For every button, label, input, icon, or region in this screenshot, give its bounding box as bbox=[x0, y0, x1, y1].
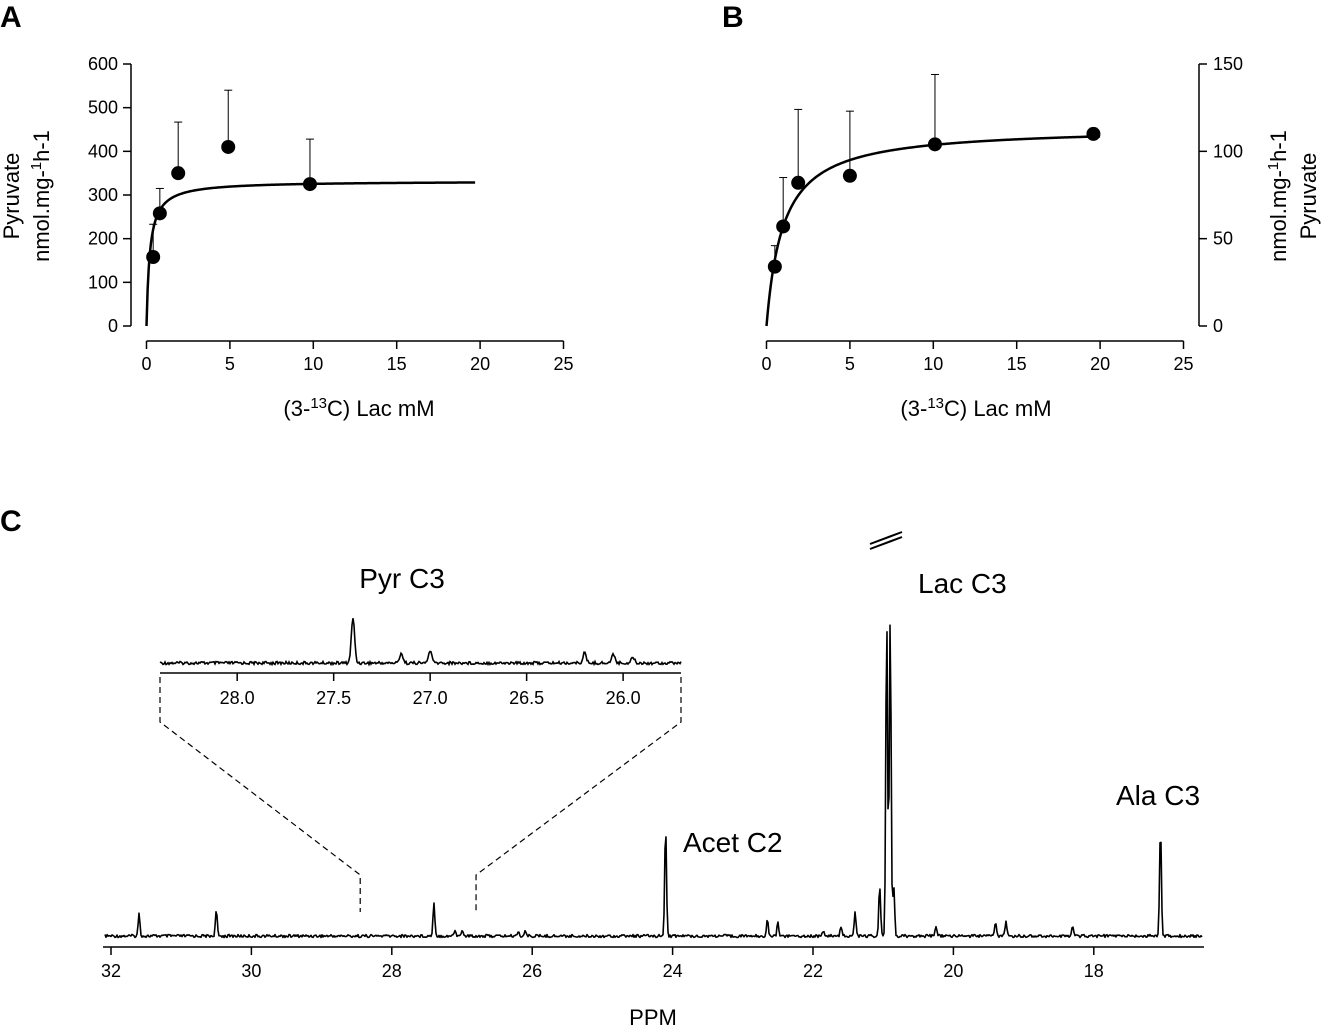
chart-b-data-point bbox=[927, 137, 942, 152]
chart-a-x-tick-label: 10 bbox=[303, 354, 323, 374]
chart-b-data-point bbox=[767, 259, 782, 274]
peak-label-acet-c2: Acet C2 bbox=[683, 827, 783, 858]
chart-a-x-tick-label: 20 bbox=[470, 354, 490, 374]
chart-c-zoom-guide-left bbox=[159, 677, 361, 912]
chart-a-ylabel: Pyruvate nmol.mg-1h-1 bbox=[0, 130, 54, 262]
inset-label-pyr-c3: Pyr C3 bbox=[359, 563, 445, 594]
chart-c-break-mark bbox=[869, 536, 903, 550]
chart-c-xlabel: PPM bbox=[629, 1005, 677, 1029]
chart-b-fit-curve bbox=[765, 135, 1101, 327]
chart-c-x-tick-label: 24 bbox=[663, 961, 683, 981]
chart-a-points bbox=[146, 89, 317, 265]
chart-a-y-tick-label: 200 bbox=[88, 229, 118, 249]
chart-c-x-tick-label: 30 bbox=[241, 961, 261, 981]
inset-spectrum-trace bbox=[159, 618, 682, 667]
chart-a-y-tick-label: 400 bbox=[88, 141, 118, 161]
chart-c-x-tick-label: 32 bbox=[101, 961, 121, 981]
chart-c-inset: 28.0 27.5 27.0 26.5 26.0 bbox=[159, 618, 682, 912]
chart-c-x-tick-label: 26 bbox=[522, 961, 542, 981]
chart-a-y-tick-label: 0 bbox=[108, 316, 118, 336]
inset-x-tick-label: 28.0 bbox=[220, 688, 255, 708]
chart-a-x-tick-label: 5 bbox=[225, 354, 235, 374]
chart-b-y-tick-label: 100 bbox=[1213, 141, 1243, 161]
chart-a-x-tick-label: 25 bbox=[553, 354, 573, 374]
chart-a-xlabel: (3-13C) Lac mM bbox=[283, 395, 434, 421]
chart-b-points bbox=[767, 73, 1101, 274]
chart-b-xlabel: (3-13C) Lac mM bbox=[900, 395, 1051, 421]
chart-b-ylabel: nmol.mg-1h-1 Pyruvate bbox=[1265, 130, 1321, 262]
chart-a-axes: 0 5 10 15 20 25 0 100 200 300 400 500 600 bbox=[88, 54, 574, 374]
chart-b-fit bbox=[765, 135, 1101, 327]
panel-letter-b: B bbox=[722, 1, 744, 34]
chart-b-x-tick-label: 5 bbox=[845, 354, 855, 374]
panel-letter-c: C bbox=[0, 505, 22, 538]
chart-b-x-tick-label: 0 bbox=[761, 354, 771, 374]
chart-a-data-point bbox=[152, 206, 167, 221]
chart-b-axes: 0 5 10 15 20 25 0 50 100 150 bbox=[761, 54, 1243, 374]
chart-c-axes: 32 30 28 26 24 22 20 18 bbox=[101, 946, 1204, 981]
chart-a-x-tick-label: 15 bbox=[387, 354, 407, 374]
chart-a-ylabel-line1: Pyruvate bbox=[0, 153, 24, 240]
chart-b-data-point bbox=[791, 175, 806, 190]
chart-b-x-tick-label: 25 bbox=[1173, 354, 1193, 374]
chart-b-y-tick-label: 0 bbox=[1213, 316, 1223, 336]
chart-a-fit-curve bbox=[145, 181, 476, 327]
chart-b-ylabel-line1: nmol.mg-1h-1 bbox=[1265, 130, 1291, 262]
chart-a-x-tick-label: 0 bbox=[141, 354, 151, 374]
chart-a-y-tick-label: 300 bbox=[88, 185, 118, 205]
chart-b-x-tick-label: 10 bbox=[923, 354, 943, 374]
chart-b-y-tick-label: 50 bbox=[1213, 229, 1233, 249]
chart-b-x-tick-label: 15 bbox=[1007, 354, 1027, 374]
chart-a-data-point bbox=[171, 166, 186, 181]
chart-a-data-point bbox=[146, 250, 161, 265]
chart-b-data-point bbox=[1086, 126, 1101, 141]
chart-a-y-tick-label: 100 bbox=[88, 272, 118, 292]
peak-label-ala-c3: Ala C3 bbox=[1116, 780, 1200, 811]
chart-b-y-tick-label: 150 bbox=[1213, 54, 1243, 74]
chart-b-x-tick-label: 20 bbox=[1090, 354, 1110, 374]
chart-c-x-tick-label: 20 bbox=[943, 961, 963, 981]
chart-c-spectrum bbox=[104, 531, 1203, 939]
panel-letter-a: A bbox=[0, 1, 22, 34]
chart-a-data-point bbox=[221, 139, 236, 154]
inset-x-tick-label: 27.0 bbox=[413, 688, 448, 708]
chart-c-x-tick-label: 18 bbox=[1084, 961, 1104, 981]
chart-c-spectrum-trace bbox=[104, 624, 1203, 939]
chart-a-fit bbox=[145, 181, 476, 327]
chart-c-zoom-guide-right bbox=[475, 677, 682, 912]
chart-a-y-tick-label: 600 bbox=[88, 54, 118, 74]
inset-x-tick-label: 26.5 bbox=[509, 688, 544, 708]
chart-b-data-point bbox=[776, 219, 791, 234]
chart-a-ylabel-line2: nmol.mg-1h-1 bbox=[28, 130, 54, 262]
chart-a-y-tick-label: 500 bbox=[88, 98, 118, 118]
chart-c-x-tick-label: 28 bbox=[382, 961, 402, 981]
chart-c-break-mark bbox=[869, 531, 903, 545]
chart-b-ylabel-line2: Pyruvate bbox=[1296, 153, 1321, 240]
chart-c-x-tick-label: 22 bbox=[803, 961, 823, 981]
chart-a-data-point bbox=[302, 177, 317, 192]
peak-label-lac-c3: Lac C3 bbox=[918, 568, 1007, 599]
inset-x-tick-label: 27.5 bbox=[316, 688, 351, 708]
inset-x-tick-label: 26.0 bbox=[606, 688, 641, 708]
chart-b-data-point bbox=[842, 168, 857, 183]
